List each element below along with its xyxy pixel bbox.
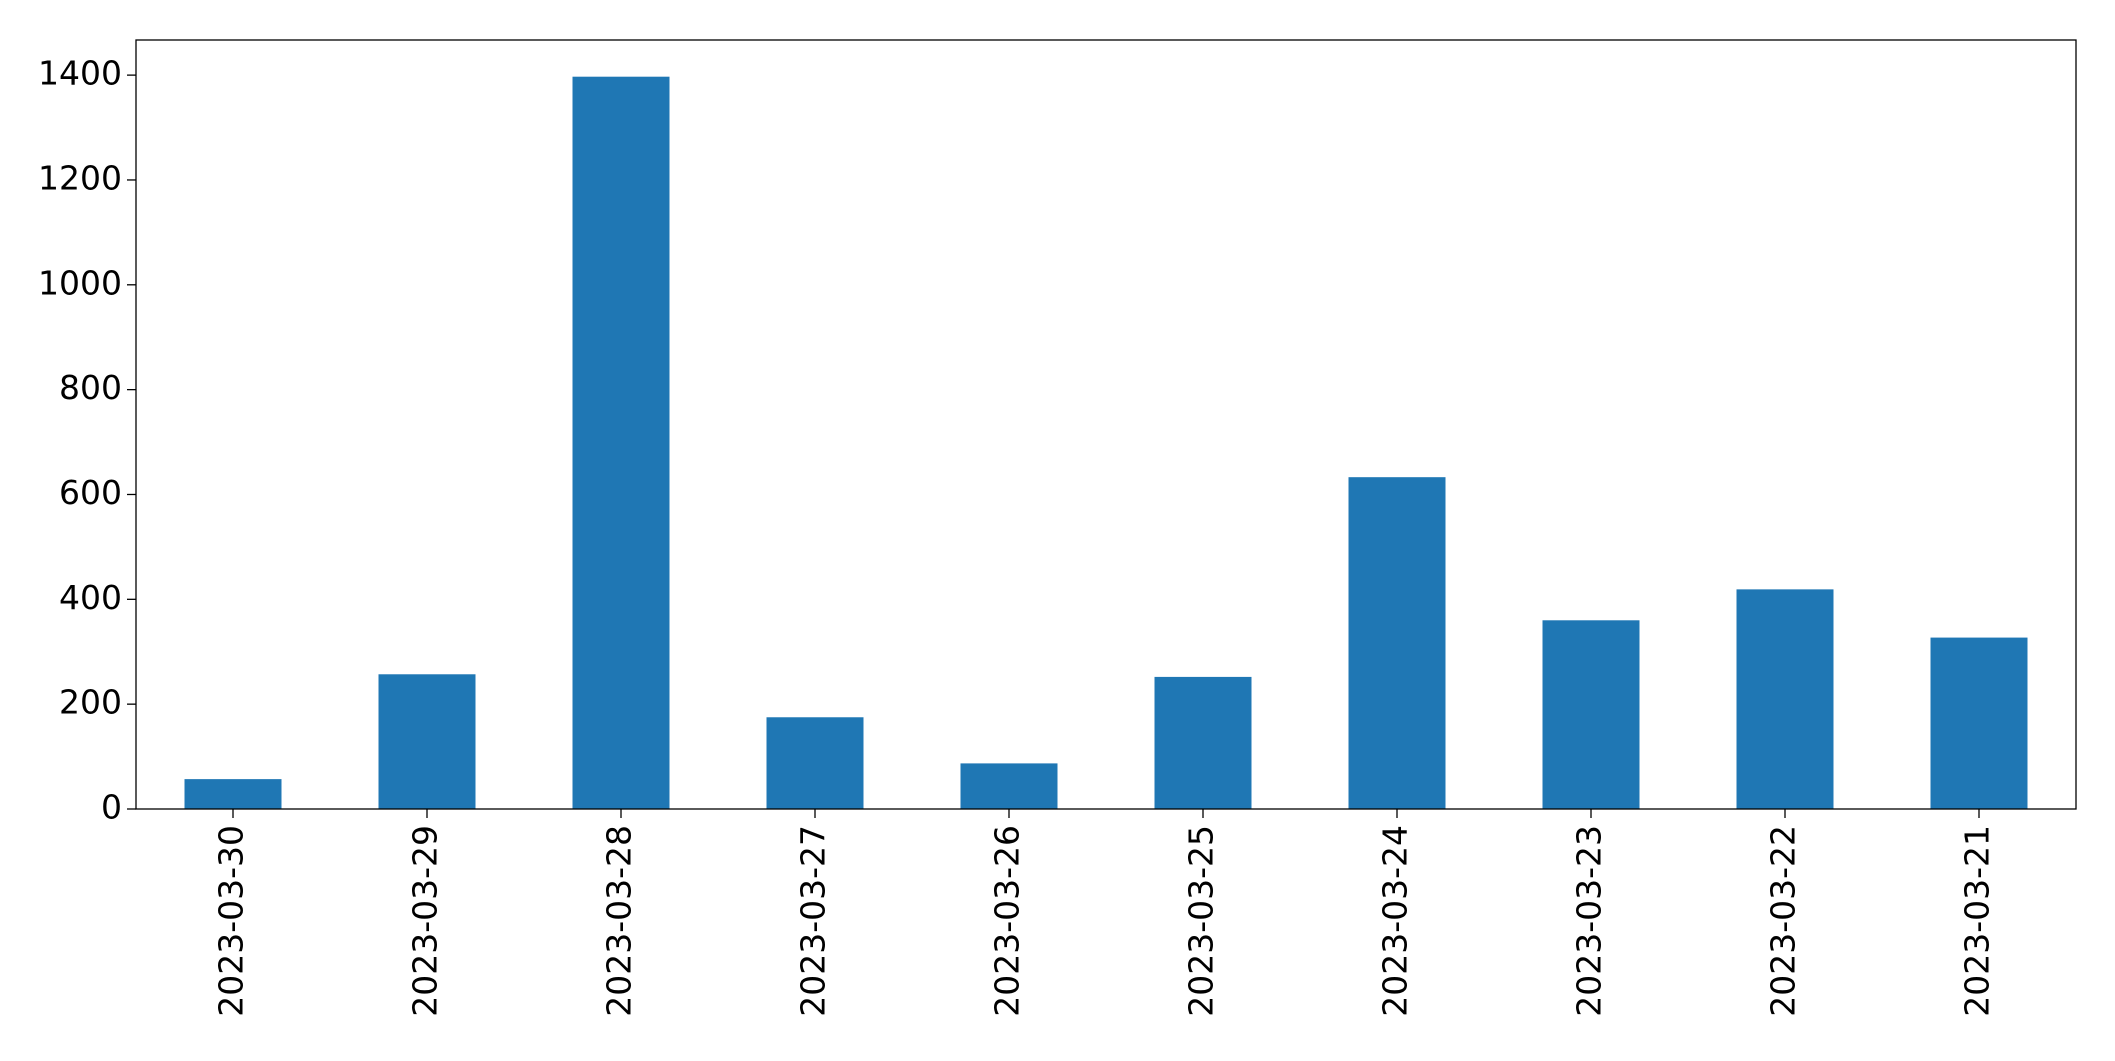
y-tick-label: 600	[59, 473, 122, 512]
bar	[1930, 637, 2028, 809]
bar	[1348, 477, 1446, 809]
x-tick-label: 2023-03-27	[794, 825, 833, 1017]
x-tick-label: 2023-03-24	[1376, 825, 1415, 1017]
bar	[184, 779, 282, 809]
x-tick-label: 2023-03-23	[1570, 825, 1609, 1017]
x-tick-label: 2023-03-21	[1958, 825, 1997, 1017]
bar	[572, 76, 670, 810]
bar	[1542, 620, 1640, 809]
bar	[960, 763, 1058, 809]
y-tick-label: 200	[59, 683, 122, 722]
x-tick-label: 2023-03-28	[600, 825, 639, 1017]
x-tick-label: 2023-03-22	[1764, 825, 1803, 1017]
y-tick-label: 1200	[38, 158, 122, 197]
x-tick-label: 2023-03-29	[406, 825, 445, 1017]
y-tick-label: 400	[59, 578, 122, 617]
x-tick-label: 2023-03-30	[212, 825, 251, 1017]
y-tick-label: 800	[59, 368, 122, 407]
y-tick-label: 1000	[38, 263, 122, 302]
y-tick-label: 0	[101, 788, 122, 827]
bar	[766, 717, 864, 809]
bar	[1736, 589, 1834, 809]
plot-frame	[135, 39, 2077, 810]
bar	[1154, 676, 1252, 809]
x-tick-label: 2023-03-26	[988, 825, 1027, 1017]
y-tick-label: 1400	[38, 54, 122, 93]
x-tick-label: 2023-03-25	[1182, 825, 1221, 1017]
bar	[378, 674, 476, 809]
